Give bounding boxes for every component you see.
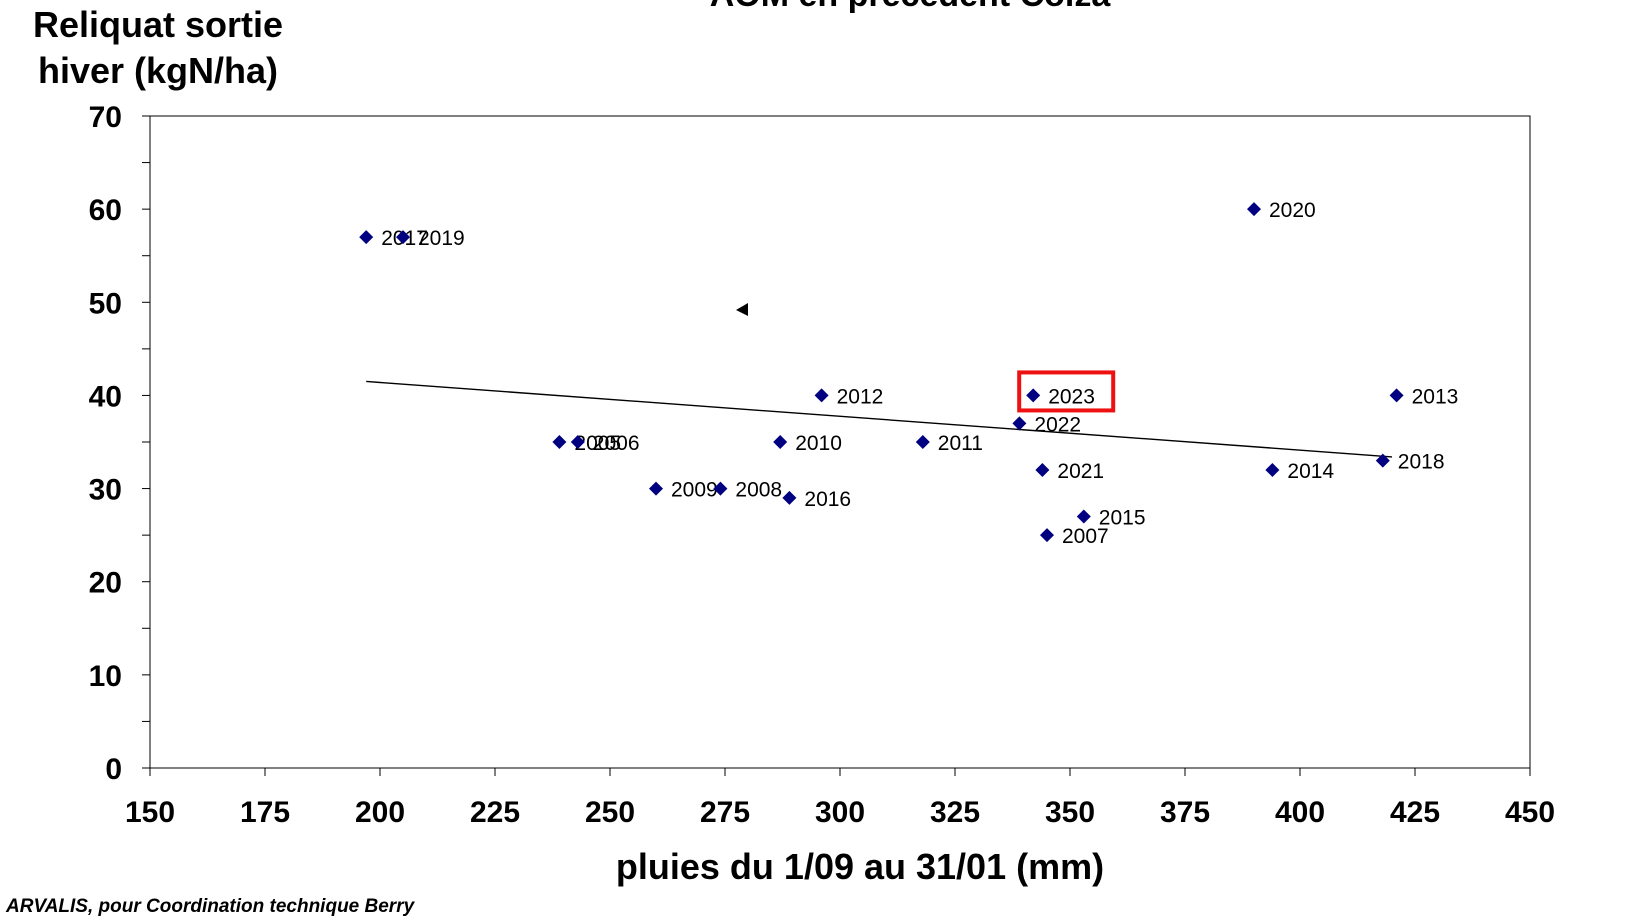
x-tick-label: 150: [125, 796, 175, 829]
diamond-marker: [1389, 388, 1404, 403]
x-tick-label: 325: [930, 796, 980, 829]
data-point: 2016: [782, 488, 851, 511]
data-point: 2013: [1389, 385, 1459, 408]
data-point: 2015: [1076, 507, 1146, 530]
point-label: 2022: [1034, 413, 1081, 436]
data-point: 2010: [773, 432, 842, 455]
data-point: 2008: [713, 479, 782, 502]
data-point: 2023: [1017, 370, 1116, 413]
data-point: 2007: [1040, 525, 1109, 548]
point-label: 2019: [418, 227, 465, 250]
point-label: 2008: [735, 479, 782, 502]
point-label: 2015: [1099, 507, 1146, 530]
data-point: 2009: [649, 479, 718, 502]
diamond-marker: [1076, 509, 1091, 524]
diamond-marker: [1265, 462, 1280, 477]
diamond-marker: [1012, 416, 1027, 431]
diamond-marker: [782, 490, 797, 505]
data-point: 2012: [814, 385, 884, 408]
y-tick-label: 0: [105, 753, 122, 786]
y-tick-label: 50: [89, 287, 122, 320]
x-tick-label: 225: [470, 796, 520, 829]
diamond-marker: [1247, 202, 1261, 217]
x-tick-label: 275: [700, 796, 750, 829]
diamond-marker: [396, 230, 410, 245]
data-point: 2018: [1375, 451, 1445, 474]
diamond-marker: [713, 481, 728, 496]
tick-labels: 0 10 20 30 40 50 60 70 150 175 200 225 250 275 300 325 3…: [89, 101, 1555, 829]
decoration: [736, 303, 748, 316]
diamond-marker: [1035, 462, 1050, 477]
small-arrow-icon: [736, 303, 748, 316]
diamond-marker: [915, 435, 930, 449]
data-point: 2022: [1012, 413, 1081, 436]
diamond-marker: [552, 435, 567, 449]
y-axis-label: Reliquat sortie hiver (kgN/ha): [32, 4, 284, 91]
point-label: 2023: [1048, 385, 1095, 408]
point-label: 2013: [1412, 385, 1459, 408]
x-tick-label: 425: [1390, 796, 1440, 829]
x-tick-label: 250: [585, 796, 635, 829]
x-axis-label: pluies du 1/09 au 31/01 (mm): [615, 846, 1105, 887]
trendline: [366, 380, 1393, 458]
trendline-group: [366, 380, 1393, 458]
data-point: 2006: [570, 432, 640, 455]
x-tick-label: 375: [1160, 796, 1210, 829]
point-label: 2005: [574, 432, 621, 455]
point-label: 2012: [837, 385, 884, 408]
chart-title: AOM en précédent Colza: [600, 0, 1220, 15]
point-label: 2014: [1287, 460, 1334, 483]
x-tick-label: 350: [1045, 796, 1095, 829]
y-tick-label: 10: [89, 660, 122, 693]
diamond-marker: [814, 388, 829, 403]
point-label: 2020: [1269, 199, 1316, 222]
x-tick-label: 450: [1505, 796, 1555, 829]
diamond-marker: [773, 435, 788, 449]
diamond-marker: [649, 481, 663, 496]
point-label: 2011: [938, 432, 983, 455]
point-label: 2021: [1057, 460, 1104, 483]
y-tick-label: 30: [89, 474, 122, 507]
data-point: 2005: [552, 432, 621, 455]
point-label: 2009: [671, 479, 718, 502]
x-tick-label: 300: [815, 796, 865, 829]
point-label: 2016: [804, 488, 851, 511]
diamond-marker: [1375, 453, 1390, 468]
data-point: 2020: [1247, 199, 1316, 222]
y-tick-label: 60: [89, 194, 122, 227]
highlight-box: [1017, 370, 1116, 413]
data-point: 2014: [1265, 460, 1334, 483]
y-tick-label: 70: [89, 101, 122, 134]
data-point: 2011: [915, 432, 983, 455]
diamond-marker: [359, 230, 374, 245]
data-points: 2017201920052006200920082010201620122011…: [359, 199, 1458, 548]
diamond-marker: [1040, 528, 1054, 543]
axes: [142, 115, 1531, 776]
point-label: 2007: [1062, 525, 1109, 548]
data-point: 2021: [1035, 460, 1104, 483]
x-tick-label: 400: [1275, 796, 1325, 829]
x-tick-label: 200: [355, 796, 405, 829]
data-point: 2019: [396, 227, 465, 250]
source-note: ARVALIS, pour Coordination technique Ber…: [6, 896, 415, 917]
point-label: 2010: [795, 432, 842, 455]
y-tick-label: 20: [89, 567, 122, 600]
diamond-marker: [570, 435, 585, 449]
point-label: 2006: [593, 432, 640, 455]
diamond-marker: [1026, 388, 1041, 403]
point-label: 2018: [1398, 451, 1445, 474]
y-tick-label: 40: [89, 380, 122, 413]
x-tick-label: 175: [240, 796, 290, 829]
